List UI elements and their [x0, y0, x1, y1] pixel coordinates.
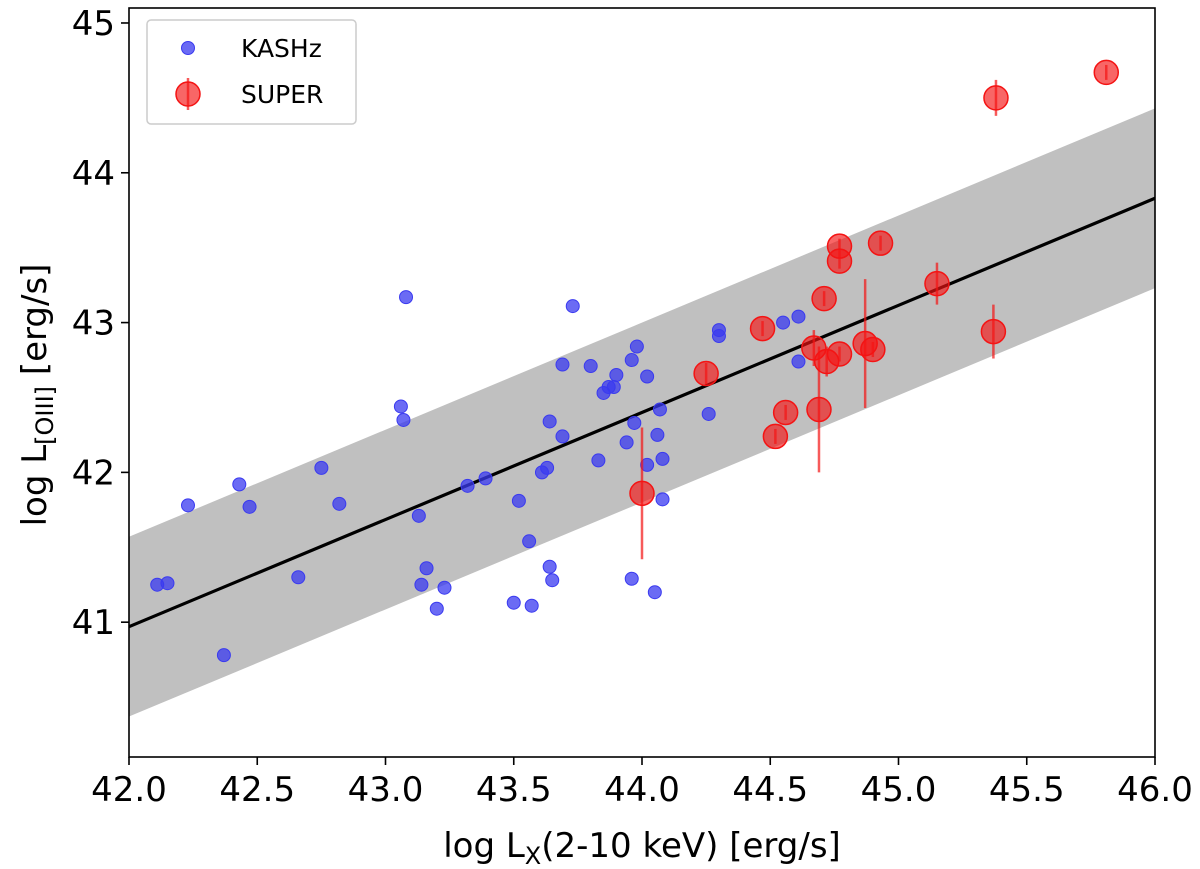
kashz-point	[655, 492, 670, 507]
x-tick-label: 44.5	[732, 770, 808, 810]
super-point	[826, 248, 853, 274]
y-tick-label: 41	[72, 603, 115, 643]
kashz-point	[791, 309, 806, 324]
kashz-point	[332, 496, 347, 511]
kashz-point	[429, 601, 444, 616]
kashz-point	[314, 460, 329, 475]
kashz-point	[711, 329, 726, 344]
x-tick-label: 43.0	[348, 770, 424, 810]
kashz-point	[542, 559, 557, 574]
kashz-point	[540, 460, 555, 475]
kashz-point	[524, 598, 539, 613]
super-point	[811, 285, 837, 312]
kashz-point	[652, 402, 667, 417]
super-point	[980, 318, 1007, 345]
y-axis-label-rest: [erg/s]	[15, 264, 55, 386]
regression-line	[129, 196, 1155, 629]
x-tick-label: 45.0	[861, 770, 937, 810]
kashz-point	[655, 451, 670, 466]
kashz-point	[583, 359, 598, 374]
kashz-point	[565, 299, 580, 314]
super-series	[629, 59, 1120, 560]
y-tick-label: 44	[72, 154, 115, 194]
kashz-point	[650, 427, 665, 442]
kashz-point	[511, 493, 526, 508]
kashz-point	[701, 406, 716, 421]
super-point	[806, 396, 832, 423]
x-axis-label-subscript: X	[525, 842, 541, 869]
kashz-point	[609, 368, 624, 383]
x-tick-label: 44.0	[604, 770, 680, 810]
kashz-point	[776, 315, 791, 330]
kashz-point	[606, 379, 621, 394]
y-axis-label: log L[OIII] [erg/s]	[15, 264, 59, 527]
kashz-point	[232, 477, 247, 492]
kashz-point	[291, 570, 306, 585]
x-axis-label: log LX(2-10 keV) [erg/s]	[443, 826, 841, 869]
legend-super-label: SUPER	[241, 80, 323, 109]
kashz-point	[624, 571, 639, 586]
x-tick-label: 46.0	[1117, 770, 1193, 810]
super-point	[693, 360, 719, 387]
x-axis-label-rest: (2-10 keV) [erg/s]	[541, 826, 841, 866]
kashz-point	[242, 499, 257, 514]
kashz-point	[216, 648, 231, 663]
legend-kashz-label: KASHz	[241, 34, 322, 63]
kashz-point	[545, 573, 560, 588]
super-point	[762, 423, 789, 450]
y-tick-label: 45	[72, 4, 115, 44]
kashz-point	[437, 580, 452, 595]
kashz-point	[791, 354, 806, 369]
kashz-point	[399, 290, 414, 305]
kashz-point	[629, 339, 644, 354]
kashz-point	[591, 453, 606, 468]
kashz-point	[555, 429, 570, 444]
super-point	[772, 399, 799, 426]
kashz-point	[640, 369, 655, 384]
y-axis-label-subscript: [OIII]	[31, 386, 59, 445]
kashz-point	[160, 576, 175, 591]
x-tick-label: 43.5	[476, 770, 552, 810]
y-axis: 41 42 43 44 45	[72, 4, 129, 643]
kashz-point	[506, 595, 521, 610]
super-point	[826, 341, 853, 367]
super-point	[867, 230, 894, 256]
kashz-point	[393, 399, 408, 414]
y-tick-label: 43	[72, 304, 115, 344]
kashz-point	[647, 585, 662, 600]
kashz-point	[619, 435, 634, 450]
kashz-point	[411, 508, 426, 523]
kashz-point	[460, 478, 475, 493]
super-point	[924, 270, 950, 297]
x-tick-label: 45.5	[989, 770, 1065, 810]
legend-super-marker	[175, 81, 201, 107]
kashz-point	[414, 577, 429, 592]
legend-kashz-marker	[181, 41, 195, 55]
y-axis-label-main: log L	[15, 445, 55, 527]
x-axis: 42.0 42.5 43.0 43.5 44.0 44.5 45.0 45.5 46.0	[91, 757, 1193, 810]
kashz-point	[478, 471, 493, 486]
kashz-point	[180, 498, 195, 513]
y-tick-label: 42	[72, 453, 115, 493]
kashz-point	[419, 561, 434, 576]
x-tick-label: 42.5	[219, 770, 295, 810]
x-tick-label: 42.0	[91, 770, 167, 810]
kashz-point	[396, 412, 411, 427]
kashz-point	[624, 353, 639, 368]
x-axis-label-main: log L	[443, 826, 525, 866]
legend: KASHz SUPER	[146, 19, 357, 125]
super-point	[860, 336, 886, 363]
kashz-point	[555, 357, 570, 372]
kashz-series	[150, 290, 806, 663]
plot-area	[129, 59, 1155, 717]
super-point	[749, 315, 776, 342]
kashz-point	[522, 534, 537, 549]
kashz-point	[542, 414, 557, 429]
super-point	[1093, 59, 1120, 86]
kashz-point	[640, 457, 655, 472]
super-point	[983, 85, 1009, 111]
kashz-point	[627, 415, 642, 430]
super-point	[629, 480, 655, 507]
